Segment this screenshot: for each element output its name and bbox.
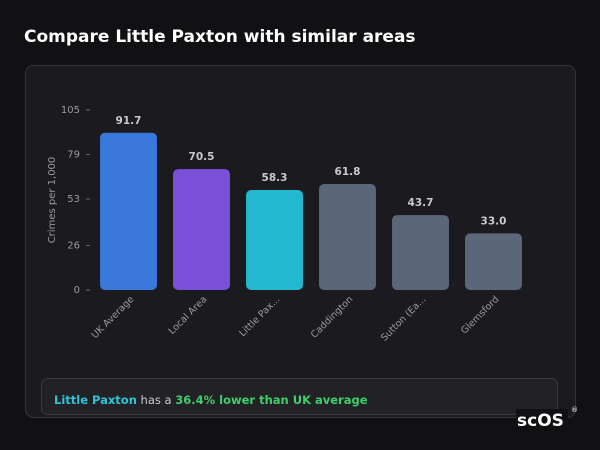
bar — [392, 215, 449, 290]
bar — [319, 184, 376, 290]
bar — [465, 233, 522, 290]
value-label: 61.8 — [335, 166, 361, 178]
logo-mark: ® — [571, 406, 578, 414]
value-label: 91.7 — [116, 115, 142, 127]
y-axis-label: Crimes per 1,000 — [47, 157, 58, 244]
bar — [100, 132, 157, 290]
info-connector: has a — [137, 393, 175, 407]
info-box — [41, 378, 558, 415]
info-text: Little Paxton has a 36.4% lower than UK … — [54, 393, 368, 407]
y-tick-label: 79 — [67, 150, 80, 161]
logo-bg — [516, 409, 568, 429]
bar — [246, 190, 303, 290]
value-label: 58.3 — [262, 172, 288, 184]
value-label: 70.5 — [189, 151, 215, 163]
comparison: 36.4% lower than UK average — [175, 393, 367, 407]
value-label: 43.7 — [408, 197, 434, 209]
y-tick-label: 53 — [67, 194, 80, 205]
y-tick-label: 105 — [61, 105, 80, 116]
page-title: Compare Little Paxton with similar areas — [24, 27, 416, 47]
area-name: Little Paxton — [54, 393, 137, 407]
value-label: 33.0 — [481, 215, 507, 227]
logo: scOS — [517, 411, 564, 431]
bar — [173, 169, 230, 290]
y-tick-label: 0 — [74, 285, 80, 296]
y-tick-label: 26 — [67, 240, 80, 251]
